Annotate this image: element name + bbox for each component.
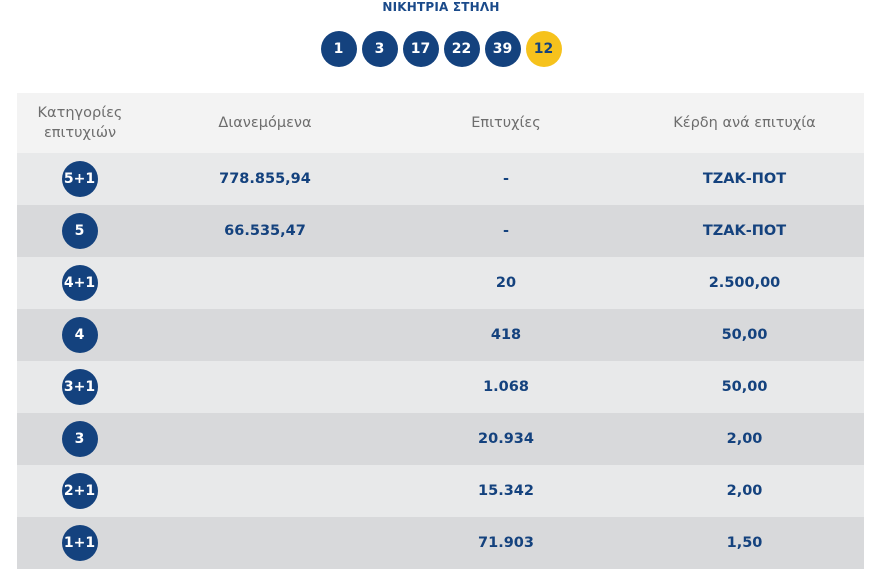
category-badge: 3: [61, 421, 98, 457]
table-row: 1+1 71.903 1,50: [17, 517, 864, 569]
distributed-cell: 778.855,94: [219, 171, 311, 187]
winning-number-ball: 3: [361, 31, 398, 67]
category-badge: 4+1: [61, 265, 98, 301]
category-badge: 5: [61, 213, 98, 249]
table-row: 4 418 50,00: [17, 309, 864, 361]
prize-cell: ΤΖΑΚ-ΠΟΤ: [702, 171, 787, 187]
winning-numbers: 1 3 17 22 39 12: [0, 31, 882, 67]
header-category-line2: επιτυχιών: [43, 125, 117, 141]
category-badge: 2+1: [61, 473, 98, 509]
winning-number-ball: 39: [484, 31, 521, 67]
winners-cell: -: [502, 223, 510, 239]
prize-cell: 50,00: [721, 379, 768, 395]
table-row: 5 66.535,47 - ΤΖΑΚ-ΠΟΤ: [17, 205, 864, 257]
table-header: Κατηγορίες επιτυχιών Διανεμόμενα Επιτυχί…: [17, 93, 864, 153]
winning-column-title: ΝΙΚΗΤΡΙΑ ΣΤΗΛΗ: [382, 0, 500, 14]
winners-cell: 1.068: [483, 379, 529, 395]
category-badge: 4: [61, 317, 98, 353]
winners-cell: 418: [490, 327, 522, 343]
distributed-cell: 66.535,47: [224, 223, 306, 239]
table-row: 3 20.934 2,00: [17, 413, 864, 465]
winners-cell: 71.903: [478, 535, 534, 551]
prize-cell: 50,00: [721, 327, 768, 343]
header-distributed: Διανεμόμενα: [218, 115, 312, 131]
winners-cell: 20.934: [478, 431, 534, 447]
prize-cell: 2,00: [726, 483, 763, 499]
prize-cell: 2,00: [726, 431, 763, 447]
category-badge: 3+1: [61, 369, 98, 405]
table-row: 4+1 20 2.500,00: [17, 257, 864, 309]
winners-cell: 15.342: [478, 483, 534, 499]
prize-cell: 1,50: [726, 535, 763, 551]
joker-number-ball: 12: [525, 31, 562, 67]
winners-cell: 20: [495, 275, 517, 291]
table-row: 2+1 15.342 2,00: [17, 465, 864, 517]
table-row: 5+1 778.855,94 - ΤΖΑΚ-ΠΟΤ: [17, 153, 864, 205]
header-category-line1: Κατηγορίες: [37, 105, 123, 121]
category-badge: 1+1: [61, 525, 98, 561]
winning-number-ball: 22: [443, 31, 480, 67]
winners-cell: -: [502, 171, 510, 187]
prize-table: Κατηγορίες επιτυχιών Διανεμόμενα Επιτυχί…: [17, 93, 864, 569]
category-badge: 5+1: [61, 161, 98, 197]
table-row: 3+1 1.068 50,00: [17, 361, 864, 413]
header-prize: Κέρδη ανά επιτυχία: [673, 115, 816, 131]
header-category: Κατηγορίες επιτυχιών: [17, 103, 143, 143]
winning-number-ball: 17: [402, 31, 439, 67]
header-winners: Επιτυχίες: [471, 115, 541, 131]
prize-cell: ΤΖΑΚ-ΠΟΤ: [702, 223, 787, 239]
winning-number-ball: 1: [320, 31, 357, 67]
prize-cell: 2.500,00: [708, 275, 781, 291]
